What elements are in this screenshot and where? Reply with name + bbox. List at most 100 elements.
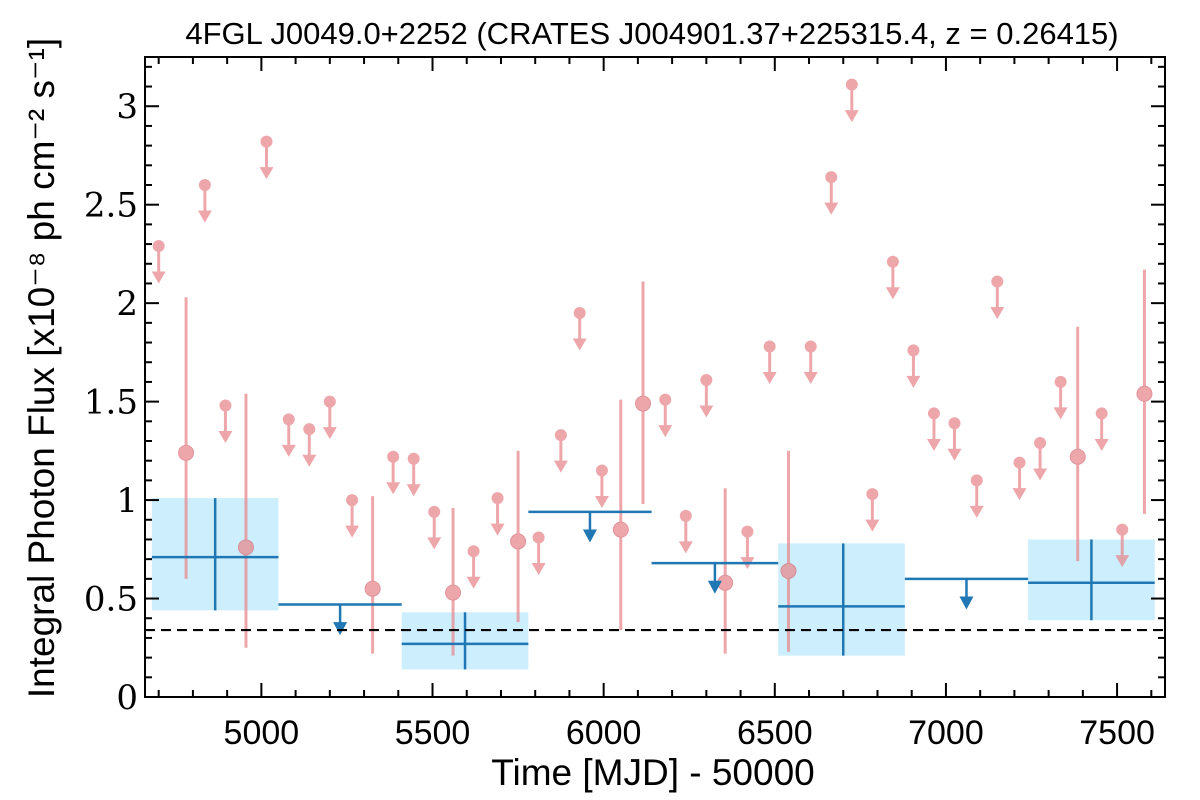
fine-upper-limit-point (323, 395, 336, 408)
coarse-upper-limit-arrow (333, 622, 348, 636)
fine-upper-limit (1012, 456, 1027, 501)
fine-upper-limit (531, 531, 546, 575)
fine-upper-limit (947, 417, 962, 461)
fine-upper-limit (466, 545, 481, 589)
fine-upper-limit (762, 340, 777, 384)
x-tick-label: 7500 (1079, 714, 1155, 752)
fine-upper-limit-arrow (1053, 407, 1068, 420)
fine-upper-limit-arrow (844, 110, 859, 123)
fine-upper-limit (926, 407, 941, 451)
fine-upper-limit (553, 429, 568, 473)
fine-upper-limit-arrow (1115, 555, 1130, 568)
fine-detection (612, 399, 629, 631)
fine-upper-limit (259, 135, 274, 180)
y-tick-label: 2 (116, 284, 138, 324)
fine-upper-limit (322, 395, 337, 440)
fine-upper-limit (490, 492, 505, 536)
y-tick-label: 0 (116, 678, 138, 718)
fine-upper-limit-point (991, 275, 1004, 288)
fine-upper-limit-point (198, 179, 211, 191)
fine-detection (510, 450, 527, 623)
coarse-upper-limit-arrow (959, 596, 974, 610)
fine-detection-point (510, 533, 527, 550)
fine-upper-limit (803, 340, 818, 384)
fine-upper-limit-arrow (926, 438, 941, 451)
fine-upper-limit-arrow (490, 523, 505, 536)
fine-detection-point (178, 444, 195, 461)
plot-area (145, 78, 1165, 670)
fine-upper-limit-arrow (386, 482, 401, 495)
fine-upper-limit-arrow (1012, 488, 1027, 501)
fine-detection-point (635, 395, 652, 412)
fine-detection (635, 281, 652, 505)
fine-upper-limit-point (1034, 436, 1047, 449)
fine-upper-limit (572, 307, 587, 351)
fine-upper-limit-point (346, 494, 359, 507)
fine-upper-limit-arrow (345, 525, 360, 538)
fine-detection (780, 450, 797, 652)
x-tick-label: 6000 (566, 714, 642, 752)
fine-upper-limit-point (428, 505, 441, 518)
fine-upper-limit-point (1116, 523, 1129, 536)
fine-upper-limit-point (659, 393, 672, 406)
fine-upper-limit-point (573, 307, 586, 319)
fine-upper-limit (218, 399, 233, 444)
fine-upper-limit-point (1013, 456, 1026, 469)
fine-upper-limit-point (1095, 407, 1108, 420)
fine-upper-limit-point (679, 509, 692, 522)
fine-upper-limit (844, 78, 859, 123)
fine-detection (364, 496, 381, 654)
fine-upper-limit-arrow (553, 460, 568, 473)
fine-upper-limit-point (700, 373, 713, 386)
fine-upper-limit-arrow (466, 576, 481, 589)
fine-upper-limit (197, 179, 212, 223)
fine-upper-limit-arrow (572, 338, 587, 351)
fine-upper-limit (151, 240, 166, 284)
fine-upper-limit (678, 509, 693, 554)
fine-detection (178, 297, 195, 579)
x-tick-label: 6500 (737, 714, 813, 752)
fine-upper-limit (699, 373, 714, 418)
fine-upper-limit-arrow (197, 210, 212, 223)
fine-detection-point (364, 580, 381, 597)
fine-upper-limit-arrow (678, 541, 693, 554)
fine-upper-limit-arrow (969, 505, 984, 518)
fine-upper-limit (885, 255, 900, 300)
fine-upper-limit (990, 275, 1005, 319)
y-tick-label: 1 (116, 481, 138, 521)
fine-upper-limit-point (763, 340, 776, 353)
fine-upper-limit-point (532, 531, 545, 544)
chart-title: 4FGL J0049.0+2252 (CRATES J004901.37+225… (185, 16, 1118, 51)
fine-upper-limit-arrow (947, 448, 962, 461)
coarse-upper-limit-arrow (707, 580, 722, 594)
fine-detection (237, 393, 254, 648)
fine-detection (1136, 269, 1153, 514)
y-axis-label: Integral Photon Flux [x10⁻⁸ ph cm⁻² s⁻¹] (21, 38, 62, 698)
fine-upper-limit-arrow (322, 427, 337, 440)
fine-upper-limit-arrow (406, 484, 421, 497)
fine-upper-limit-point (970, 474, 983, 487)
fine-upper-limit-point (741, 525, 754, 538)
y-tick-label: 0.5 (84, 580, 138, 620)
fine-upper-limit-arrow (803, 371, 818, 384)
fine-upper-limit-point (804, 340, 817, 353)
fine-upper-limit (594, 464, 609, 509)
fine-upper-limit-point (491, 492, 504, 505)
fine-upper-limit (865, 488, 880, 532)
fine-upper-limit-arrow (594, 496, 609, 509)
coarse-bin-box (778, 543, 905, 656)
x-axis-label: Time [MJD] - 50000 (491, 752, 815, 793)
fine-upper-limit (969, 474, 984, 518)
axes: 5000 5500 6000 6500 7000 7500 0 0.5 1 1.5 2 2.5 3 (84, 56, 1166, 752)
fine-upper-limit (906, 344, 921, 388)
fine-upper-limit (427, 505, 442, 550)
fine-upper-limit-arrow (865, 519, 880, 532)
fine-upper-limit-point (948, 417, 961, 430)
fine-upper-limit-arrow (151, 271, 166, 284)
fine-upper-limit-point (407, 452, 420, 465)
y-tick-label: 3 (116, 87, 138, 127)
fine-upper-limit (406, 452, 421, 497)
fine-upper-limit (1033, 436, 1048, 481)
fine-detection-point (1136, 385, 1153, 402)
